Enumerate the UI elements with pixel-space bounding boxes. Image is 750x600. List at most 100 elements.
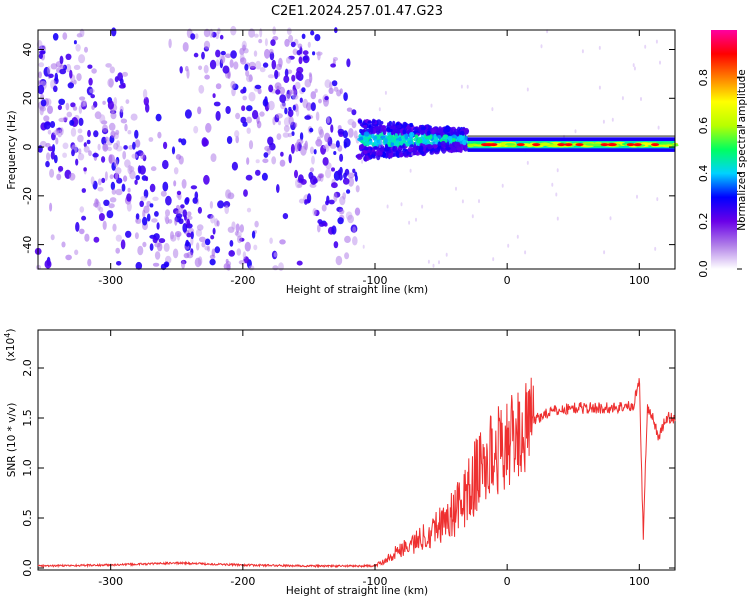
spectrogram-cell [394,128,401,134]
spectrogram-xtick-label: 0 [504,274,511,287]
spectrogram-cell [279,94,287,103]
spectrogram-cell [337,128,345,135]
spectrogram-xtick-label: -200 [230,274,255,287]
spectrogram-cell [103,199,110,206]
spectrogram-cell [45,142,51,148]
spectrogram-cell [151,218,158,223]
spectrogram-cell [443,127,448,134]
spectrogram-cell [87,258,92,267]
spectrogram-cell [433,137,439,142]
spectrogram-cell [88,150,92,157]
spectrogram-cell [87,129,91,138]
spectrogram-cell [120,118,128,124]
spectrogram-cell [210,235,215,240]
spectrogram-cell [203,174,210,185]
spectrogram-cell [294,81,301,90]
spectrogram-cell [102,220,107,230]
spectrogram-cell [346,107,353,112]
spectrogram-cell [80,100,86,107]
spectrogram-cell [231,221,236,230]
spectrogram-cell [371,151,377,155]
spectrogram-cell [240,57,247,65]
spectrogram-cell [363,156,367,162]
spectrogram-cell [378,143,382,150]
spectrogram-cell [352,236,358,246]
spectrogram-cell [110,181,116,191]
spectrogram-cell [90,176,95,185]
spectrogram-cell [184,109,192,119]
spectrogram-ytick-label: 0 [21,144,34,151]
spectrogram-cell [352,168,356,173]
spectrogram-frame [37,29,676,270]
spectrogram-cell [540,142,551,146]
spectrogram-cell [651,143,660,147]
spectrogram-cell [106,210,114,219]
spectrogram-cell [333,86,339,92]
spectrogram-cell [186,211,192,217]
spectrogram-cell [143,205,150,214]
spectrogram-cell [589,143,604,147]
spectrogram-cell [363,131,370,137]
spectrogram-cell [282,213,289,220]
colorbar-tick-label: 0.6 [697,117,710,135]
spectrogram-cell [209,59,217,70]
spectrogram-cell [244,241,251,252]
spectrogram-cell [242,44,246,51]
spectrogram-cell [321,204,327,212]
spectrogram-cell [478,199,480,204]
spectrogram-cell [50,234,55,241]
spectrogram-cell [436,128,443,133]
spectrogram-cell [195,229,202,237]
snr-xtick-label: -100 [363,575,388,588]
spectrogram-cell [246,127,251,134]
spectrogram-cell [361,159,364,164]
spectrogram-cell [342,130,348,139]
spectrogram-cell [380,139,383,144]
spectrogram-cell [291,131,295,137]
spectrogram-cell [89,88,95,94]
spectrogram-cell [378,107,381,112]
spectrogram-cell [338,208,345,215]
spectrogram-cell [246,157,250,165]
spectrogram-cell [182,223,188,233]
spectrogram-cell [339,166,343,175]
spectrogram-cell [292,48,298,56]
spectrogram-cell [74,249,79,256]
spectrogram-cell [275,113,283,119]
spectrogram-cell [445,146,451,151]
spectrogram-cell [654,246,657,251]
spectrogram-cell [299,97,303,103]
spectrogram-cell [124,159,131,168]
spectrogram-cell [40,99,47,107]
spectrogram-cell [254,169,261,176]
spectrogram-cell [77,153,85,161]
spectrogram-cell [213,101,221,107]
spectrogram-cell [81,215,87,221]
spectrogram-cell [269,48,274,54]
spectrogram-cell [253,50,258,57]
spectrogram-cell [83,167,87,172]
spectrogram-cell [413,127,418,132]
spectrogram-cell [370,128,374,133]
spectrogram-cell [292,94,299,100]
spectrogram-cell [240,116,247,124]
spectrogram-ytick-label: -40 [21,236,34,254]
spectrogram-cell [242,95,247,101]
spectrogram-cell [203,28,211,38]
spectrogram-cell [372,120,376,124]
spectrogram-cell [333,151,337,155]
spectrogram-cell [193,125,199,134]
spectrogram-cell [331,182,338,189]
spectrogram-cell [170,234,177,242]
spectrogram-cell [383,138,388,144]
spectrogram-cell [73,64,81,70]
spectrogram-cell [331,80,338,87]
spectrogram-cell [556,168,559,173]
spectrogram-cell [286,27,292,35]
spectrogram-cell [294,122,298,128]
spectrogram-ytick-label: 40 [21,43,34,57]
spectrogram-cell [58,165,64,172]
spectrogram-cell [62,152,67,158]
spectrogram-cell [125,99,130,104]
spectrogram-cell [259,111,265,117]
